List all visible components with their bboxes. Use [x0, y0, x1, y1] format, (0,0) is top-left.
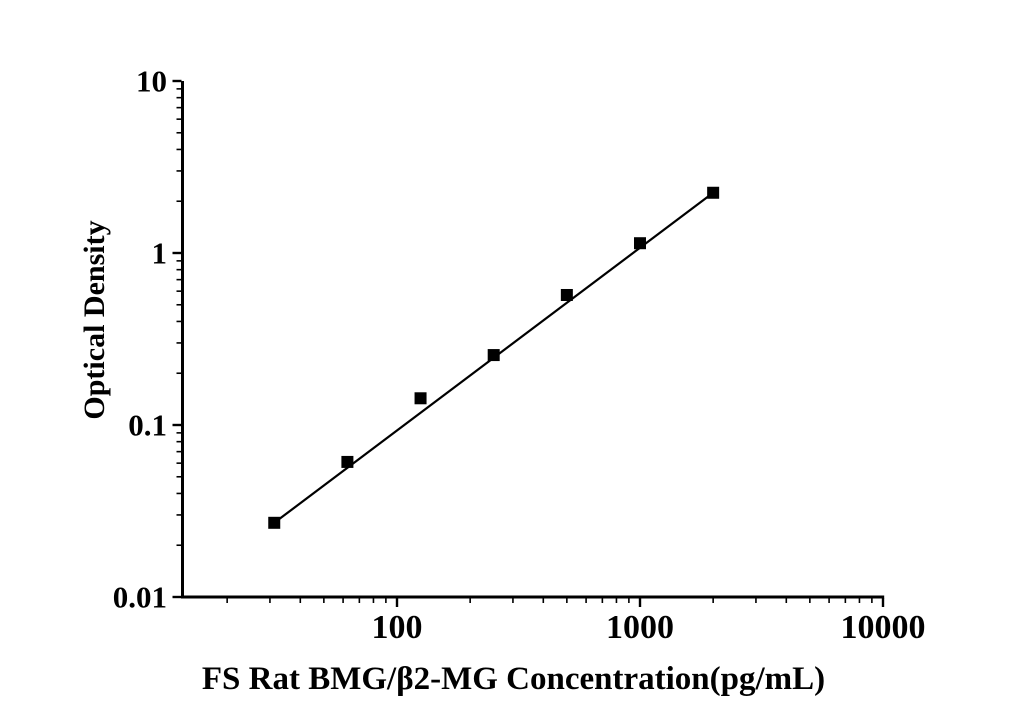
- y-axis-title: Optical Density: [78, 220, 111, 420]
- y-tick-label: 1: [152, 236, 168, 271]
- data-point-marker: [268, 516, 281, 529]
- y-tick-label: 0.1: [128, 408, 167, 443]
- data-point-marker: [634, 237, 646, 250]
- data-point-marker: [560, 288, 573, 301]
- data-point-marker: [487, 349, 500, 362]
- x-tick-label: 1000: [606, 609, 674, 646]
- y-tick-label: 0.01: [113, 580, 167, 615]
- x-tick-label: 10000: [841, 609, 926, 646]
- data-point-marker: [414, 392, 427, 405]
- x-tick-label: 100: [372, 609, 423, 646]
- data-point-marker: [341, 455, 354, 468]
- x-axis-title: FS Rat BMG/β2-MG Concentration(pg/mL): [201, 661, 826, 697]
- y-tick-label: 10: [136, 64, 167, 99]
- data-point-marker: [707, 186, 720, 199]
